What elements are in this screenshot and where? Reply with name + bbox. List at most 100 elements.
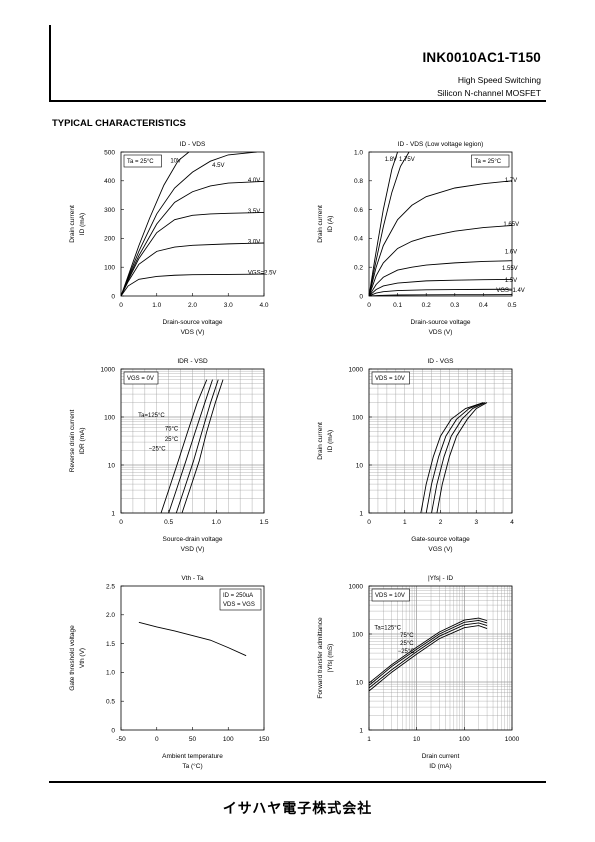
x-tick-label: 0.1 <box>393 302 402 309</box>
x-tick-label: -50 <box>116 736 126 743</box>
series-label: VGS=1.4V <box>496 288 525 294</box>
condition-text: Ta = 25°C <box>127 159 154 165</box>
x-axis-unit-label: ID (mA) <box>429 763 451 770</box>
series-label: Ta=125°C <box>374 626 401 632</box>
y-tick-label: 0 <box>111 727 115 734</box>
series-group <box>420 402 488 513</box>
series-label: 25°C <box>400 641 414 647</box>
y-axis-label: Reverse drain current <box>69 410 76 473</box>
condition-text: VDS = 10V <box>375 593 405 599</box>
x-tick-label: 150 <box>259 736 270 743</box>
series-group <box>369 152 512 296</box>
plot-frame <box>120 368 265 514</box>
series-line-2 <box>369 622 488 689</box>
header-left-rule <box>49 25 51 101</box>
x-tick-label: 3.0 <box>224 302 233 309</box>
series-line-7 <box>369 288 512 296</box>
x-tick-label: 50 <box>189 736 197 743</box>
y-tick-label: 1 <box>359 510 363 517</box>
condition-box <box>123 371 159 385</box>
x-tick-label: 4.0 <box>259 302 268 309</box>
y-tick-label: 100 <box>352 631 363 638</box>
series-label: 3.5V <box>248 209 260 215</box>
series-line-2 <box>168 379 213 513</box>
x-tick-label: 0 <box>367 302 371 309</box>
series-label: 25°C <box>165 437 179 443</box>
x-axis-unit-label: VDS (V) <box>181 329 205 336</box>
x-axis-unit-label: VDS (V) <box>429 329 453 336</box>
series-line-8 <box>369 294 512 296</box>
part-number: INK0010AC1-T150 <box>422 50 541 65</box>
grid-lines <box>120 368 265 514</box>
y-tick-label: 400 <box>104 178 115 185</box>
series-label: 1.6V <box>505 249 517 255</box>
x-axis-unit-label: Ta (°C) <box>182 762 202 770</box>
x-tick-label: 0.3 <box>450 302 459 309</box>
series-group <box>369 617 488 692</box>
series-label: −25°C <box>149 447 167 453</box>
x-tick-label: 0.2 <box>422 302 431 309</box>
x-tick-label: 100 <box>223 736 234 743</box>
plot-frame <box>368 585 513 731</box>
x-tick-label: 0 <box>155 736 159 743</box>
x-tick-label: 1 <box>403 519 407 526</box>
series-line-3 <box>369 619 488 686</box>
x-tick-label: 2 <box>439 519 443 526</box>
y-tick-label: 1000 <box>349 583 364 590</box>
y-axis-label: Gate threshold voltage <box>69 625 76 691</box>
series-label: Ta=125°C <box>138 413 165 419</box>
y-tick-label: 1.0 <box>354 149 363 156</box>
y-tick-label: 1.0 <box>106 670 115 677</box>
condition-text: VDS = VGS <box>223 602 255 608</box>
x-tick-label: 1.0 <box>212 519 221 526</box>
condition-text: VGS = 0V <box>127 376 154 382</box>
x-tick-label: 0 <box>367 519 371 526</box>
series-label: VGS=2.5V <box>248 270 277 276</box>
x-tick-label: 0.4 <box>479 302 488 309</box>
x-tick-label: 100 <box>459 736 470 743</box>
chart-title: |Yfs| - ID <box>428 575 453 582</box>
series-line-1 <box>369 625 488 692</box>
x-tick-label: 1 <box>367 736 371 743</box>
series-group <box>121 152 264 296</box>
y-tick-label: 0.4 <box>354 236 363 243</box>
plot-frame <box>368 151 513 297</box>
x-axis-label: Ambient temperature <box>162 753 223 760</box>
x-tick-label: 0.5 <box>164 519 173 526</box>
series-label: 4.0V <box>248 178 260 184</box>
series-line-5 <box>121 242 264 296</box>
y-tick-label: 2.0 <box>106 612 115 619</box>
series-line-1 <box>420 402 484 513</box>
series-label: 1.75V <box>399 157 415 163</box>
series-line-1 <box>160 379 208 513</box>
y-tick-label: 1000 <box>101 366 116 373</box>
subtitle-function: High Speed Switching <box>457 75 541 85</box>
y-axis-unit-label: |Yfs| (mS) <box>327 644 334 673</box>
y-tick-label: 1.5 <box>106 641 115 648</box>
chart-title: ID - VDS <box>180 141 206 148</box>
x-axis-unit-label: VGS (V) <box>428 546 452 553</box>
condition-box <box>371 371 410 385</box>
y-tick-label: 2.5 <box>106 583 115 590</box>
y-axis-label: Drain current <box>317 422 324 460</box>
condition-box <box>471 154 510 168</box>
y-axis-unit-label: IDR (mA) <box>79 427 86 454</box>
series-line-1 <box>138 621 247 657</box>
series-line-4 <box>181 379 224 513</box>
x-tick-label: 2.0 <box>188 302 197 309</box>
series-label: 10V <box>170 159 181 165</box>
y-tick-label: 0.8 <box>354 178 363 185</box>
y-tick-label: 10 <box>356 462 364 469</box>
y-axis-unit-label: ID (A) <box>327 216 334 233</box>
series-label: 75°C <box>400 633 414 639</box>
y-tick-label: 0 <box>111 293 115 300</box>
y-tick-label: 100 <box>104 414 115 421</box>
y-tick-label: 200 <box>104 236 115 243</box>
subtitle-device-type: Silicon N-channel MOSFET <box>437 88 541 98</box>
y-tick-label: 500 <box>104 149 115 156</box>
chart-c1: 0 1.0 2.0 3.0 4.0 0 100 200 300 400 500 ID - VDS Dra… <box>69 141 276 336</box>
x-tick-label: 1.0 <box>152 302 161 309</box>
series-line-4 <box>369 617 488 684</box>
